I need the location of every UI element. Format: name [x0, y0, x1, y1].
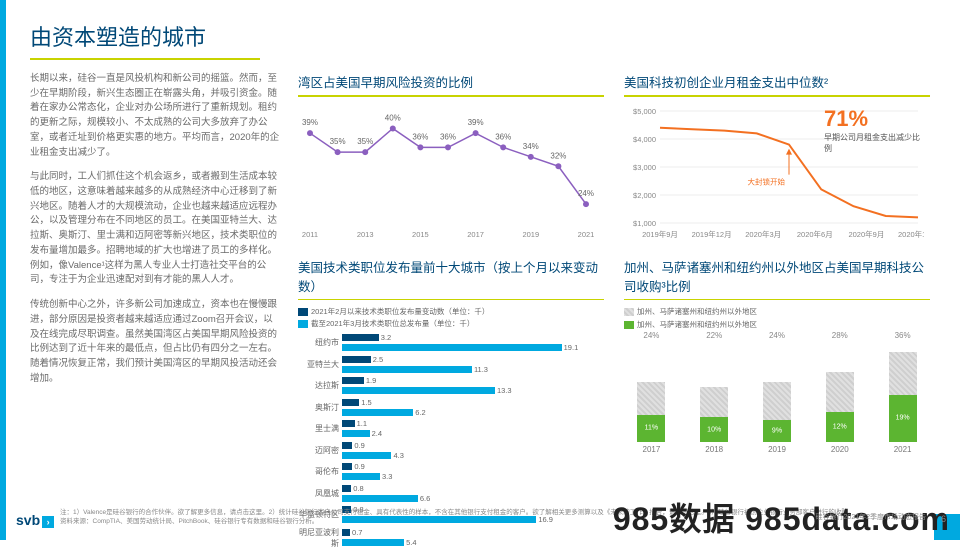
chart1-svg: 39% 35% 35% 40% 36% 36% 39% 36% 34% 32% 24% 2011 201…: [298, 103, 598, 243]
page-title: 由资本塑造的城市: [30, 20, 930, 52]
chart-rent-median: 美国科技初创企业月租金支出中位数² $1,000 $2,000 $3,000 $4,0…: [624, 72, 930, 243]
stacked-col: 24% 11% 2017: [624, 331, 679, 454]
para-2: 与此同时，工人们抓住这个机会返乡，或者搬到生活成本较低的地区，这意味着越来越多的…: [30, 170, 280, 288]
chart3-legend: 2021年2月以来技术类职位发布量变动数（单位：千）: [298, 306, 604, 317]
svg-text:大封锁开始: 大封锁开始: [748, 176, 786, 186]
svg-text:35%: 35%: [330, 137, 346, 146]
svg-text:2011: 2011: [302, 230, 318, 239]
svg-text:2020年3月: 2020年3月: [745, 229, 781, 239]
svg-text:2020年12月: 2020年12月: [898, 229, 924, 239]
svg-text:2017: 2017: [467, 230, 484, 239]
chart-top-cities: 美国技术类职位发布量前十大城市（按上个月以来变动数） 2021年2月以来技术类职…: [298, 257, 604, 551]
chart1-rule: [298, 95, 604, 97]
title-rule: [30, 58, 260, 60]
svg-text:2021: 2021: [578, 230, 595, 239]
chart3-legend-1: 截至2021年3月技术类职位总发布量（单位：千）: [311, 318, 474, 329]
bar-row: 达拉斯 1.9 13.3: [298, 376, 604, 395]
bar-row: 亚特兰大 2.5 11.3: [298, 355, 604, 374]
chart2-rule: [624, 95, 930, 97]
bar-row: 凤凰城 0.8 6.6: [298, 484, 604, 503]
svg-text:34%: 34%: [523, 141, 539, 150]
logo-arrow-icon: ›: [42, 516, 54, 528]
svg-text:2019年9月: 2019年9月: [642, 229, 678, 239]
bar-row: 哥伦布 0.9 3.3: [298, 462, 604, 481]
stacked-col: 28% 12% 2020: [812, 331, 867, 454]
chart1-title: 湾区占美国早期风险投资的比例: [298, 72, 604, 91]
chart2-anno-big: 71%: [824, 106, 924, 132]
accent-left-bar: [0, 0, 6, 540]
chart3-title: 美国技术类职位发布量前十大城市（按上个月以来变动数）: [298, 257, 604, 295]
para-1: 长期以来，硅谷一直是风投机构和新公司的摇篮。然而，至少在早期阶段，新兴生态圈正在…: [30, 72, 280, 160]
chart3-legend-0: 2021年2月以来技术类职位发布量变动数（单位：千）: [311, 306, 489, 317]
svg-text:35%: 35%: [357, 137, 373, 146]
chart4-title: 加州、马萨诸塞州和纽约州以外地区占美国早期科技公司收购³比例: [624, 257, 930, 295]
svg-text:2020年9月: 2020年9月: [848, 229, 884, 239]
bar-row: 里士满 1.1 2.4: [298, 419, 604, 438]
stacked-col: 22% 10% 2018: [687, 331, 742, 454]
para-3: 传统创新中心之外，许多新公司加速成立，资本也在慢慢跟进，部分原因是投资者越来越适…: [30, 298, 280, 386]
svg-text:$4,000: $4,000: [633, 135, 656, 144]
chart2-annotation: 71% 早期公司月租金支出减少比例: [824, 106, 924, 154]
body-text: 长期以来，硅谷一直是风投机构和新公司的摇篮。然而，至少在早期阶段，新兴生态圈正在…: [30, 72, 280, 551]
logo-text: svb: [16, 512, 40, 528]
page-number: 6: [941, 514, 946, 524]
svg-text:40%: 40%: [385, 113, 401, 122]
svg-text:$1,000: $1,000: [633, 219, 656, 228]
bar-row: 奥斯汀 1.5 6.2: [298, 398, 604, 417]
svg-text:32%: 32%: [550, 151, 566, 160]
svg-text:$2,000: $2,000: [633, 191, 656, 200]
chart2-anno-sub: 早期公司月租金支出减少比例: [824, 132, 924, 154]
svg-text:39%: 39%: [302, 118, 318, 127]
slide: 由资本塑造的城市 长期以来，硅谷一直是风投机构和新公司的摇篮。然而，至少在早期阶…: [0, 0, 960, 540]
bar-row: 明尼亚波利斯 0.7 5.4: [298, 527, 604, 549]
svg-text:2013: 2013: [357, 230, 374, 239]
chart3-legend2: 截至2021年3月技术类职位总发布量（单位：千）: [298, 318, 604, 329]
svg-text:2015: 2015: [412, 230, 429, 239]
source-text: 资料来源：CompTIA、美国劳动统计局、PitchBook、硅谷银行专有数据和…: [60, 518, 318, 525]
svg-text:2020年6月: 2020年6月: [797, 229, 833, 239]
svg-text:2019年12月: 2019年12月: [692, 229, 732, 239]
svg-text:36%: 36%: [412, 132, 428, 141]
chart3-rule: [298, 299, 604, 301]
svg-text:36%: 36%: [495, 132, 511, 141]
svg-text:36%: 36%: [440, 132, 456, 141]
bar-row: 迈阿密 0.9 4.3: [298, 441, 604, 460]
svg-text:$3,000: $3,000: [633, 163, 656, 172]
svg-text:39%: 39%: [468, 118, 484, 127]
stacked-col: 36% 19% 2021: [875, 331, 930, 454]
chart4-legend-0: 加州、马萨诸塞州和纽约州以外地区: [637, 306, 757, 317]
logo: svb›: [16, 512, 54, 528]
chart4-legend: 加州、马萨诸塞州和纽约州以外地区 加州、马萨诸塞州和纽约州以外地区: [624, 306, 930, 330]
chart4-rule: [624, 299, 930, 301]
chart2-title: 美国科技初创企业月租金支出中位数²: [624, 72, 930, 91]
stacked-col: 24% 9% 2019: [750, 331, 805, 454]
chart4-legend-1: 加州、马萨诸塞州和纽约州以外地区: [637, 319, 757, 330]
bar-row: 纽约市 3.2 19.1: [298, 333, 604, 352]
svg-text:2019: 2019: [522, 230, 539, 239]
svg-text:$5,000: $5,000: [633, 107, 656, 116]
chart4-bars: 24% 11% 2017 22% 10% 2018 24% 9% 2019 28…: [624, 334, 930, 454]
chart-bay-area-share: 湾区占美国早期风险投资的比例 39%35%35%40%36%36%39%36%3…: [298, 72, 604, 243]
svg-text:24%: 24%: [578, 189, 594, 198]
source-right: 硅谷银行2021年2季度市场动态报告: [816, 512, 926, 522]
